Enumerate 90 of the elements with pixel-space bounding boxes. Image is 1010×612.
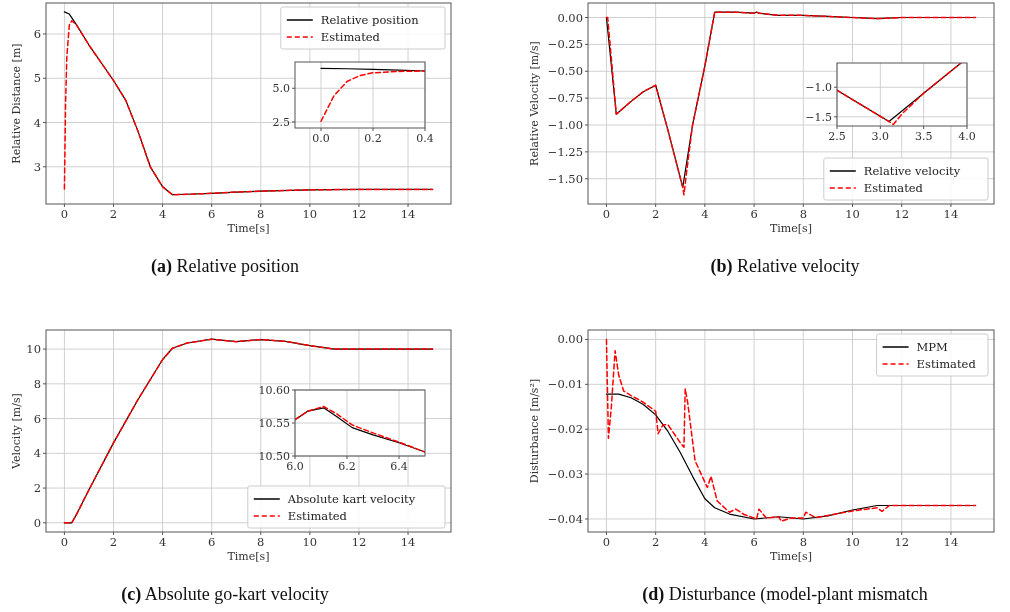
x-tick-label: 14	[400, 535, 416, 549]
y-tick-label: 5	[33, 71, 41, 86]
y-tick-label: −0.04	[547, 511, 583, 526]
text: (b) Relative velocity	[710, 256, 860, 277]
x-tick-label: 6	[750, 535, 758, 549]
x-tick-label: 2	[652, 207, 660, 221]
y-tick-label: 10.55	[258, 417, 290, 430]
y-tick-label: 5.0	[272, 82, 290, 96]
line-series	[320, 70, 425, 123]
x-tick-label: 6.0	[286, 460, 304, 473]
x-tick-label: 4	[158, 207, 167, 221]
y-tick-label: −1.0	[805, 81, 832, 95]
y-tick-label: 3	[33, 159, 41, 174]
x-tick-label: 2	[109, 535, 118, 549]
x-tick-label: 14	[943, 535, 959, 549]
legend-label: Relative velocity	[863, 164, 961, 178]
x-tick-label: 10	[302, 535, 318, 549]
legend-label: Relative position	[320, 13, 420, 27]
y-tick-label: −1.50	[547, 171, 583, 186]
x-axis-title: Time[s]	[227, 222, 270, 235]
text: (a) Relative position	[151, 256, 299, 277]
y-tick-label: −1.25	[547, 144, 583, 159]
x-axis-title: Time[s]	[769, 550, 813, 563]
x-tick-label: 0	[602, 207, 611, 221]
y-tick-label: 6	[33, 411, 41, 426]
y-tick-label: −0.03	[547, 467, 583, 482]
y-tick-label: 0	[33, 515, 41, 530]
y-axis-title: Disturbance [m/s²]	[528, 378, 541, 484]
x-tick-label: 0	[60, 535, 69, 549]
x-tick-label: 0.4	[416, 132, 434, 145]
legend-label: MPM	[916, 340, 949, 354]
x-axis-title: Time[s]	[227, 550, 270, 563]
x-tick-label: 6.4	[390, 460, 408, 473]
y-tick-label: 2.5	[272, 115, 290, 129]
y-tick-label: −0.75	[547, 91, 583, 106]
y-axis-title: Relative Velocity [m/s]	[528, 41, 541, 166]
y-tick-label: −0.50	[547, 64, 583, 79]
y-tick-label: −0.25	[547, 37, 583, 52]
y-tick-label: 2	[33, 481, 41, 496]
y-tick-label: 0.00	[557, 10, 583, 25]
x-tick-label: 6	[208, 207, 216, 221]
line-series	[605, 338, 977, 522]
x-tick-label: 6	[750, 207, 758, 221]
x-tick-label: 4.0	[958, 130, 976, 143]
x-tick-label: 0.2	[364, 132, 382, 145]
x-tick-label: 0.0	[312, 132, 330, 145]
x-tick-label: 2	[652, 535, 660, 549]
x-tick-label: 0	[602, 535, 611, 549]
legend-label: Estimated	[863, 181, 924, 195]
y-tick-label: −1.5	[805, 110, 832, 124]
legend-label: Estimated	[320, 30, 381, 44]
y-tick-label: −0.02	[547, 422, 583, 437]
y-axis-title: Relative Distance [m]	[10, 43, 23, 164]
x-tick-label: 10	[302, 207, 318, 221]
y-tick-label: 10	[26, 342, 41, 357]
x-tick-label: 12	[351, 207, 367, 221]
x-tick-label: 10	[845, 535, 860, 549]
x-tick-label: 0	[60, 207, 69, 221]
x-tick-label: 2.5	[828, 130, 846, 143]
x-tick-label: 12	[351, 535, 367, 549]
y-tick-label: 10.60	[258, 384, 290, 397]
x-tick-label: 12	[894, 535, 910, 549]
y-axis-title: Velocity [m/s]	[10, 393, 23, 470]
text: (c) Absolute go-kart velocity	[121, 584, 329, 605]
legend-label: Absolute kart velocity	[286, 492, 416, 506]
y-tick-label: 0.00	[557, 332, 583, 347]
y-tick-label: 4	[33, 115, 41, 130]
x-tick-label: 4	[158, 535, 167, 549]
x-tick-label: 10	[845, 207, 860, 221]
x-tick-label: 4	[701, 207, 709, 221]
y-tick-label: −0.01	[547, 377, 583, 392]
x-tick-label: 6	[208, 535, 216, 549]
y-tick-label: 8	[33, 376, 41, 391]
y-tick-label: 6	[33, 26, 41, 41]
line-series	[63, 338, 434, 524]
text: (d) Disturbance (model-plant mismatch	[642, 584, 928, 605]
x-tick-label: 12	[894, 207, 910, 221]
x-tick-label: 6.2	[338, 460, 356, 473]
y-tick-label: −1.00	[547, 118, 583, 132]
y-tick-label: 4	[33, 446, 41, 461]
x-tick-label: 14	[400, 207, 416, 221]
x-axis-title: Time[s]	[769, 222, 813, 235]
x-tick-label: 3.0	[871, 130, 890, 143]
y-tick-label: 10.50	[258, 450, 290, 463]
legend-label: Estimated	[287, 509, 348, 523]
x-tick-label: 2	[109, 207, 118, 221]
x-tick-label: 3.5	[914, 130, 933, 143]
x-tick-label: 4	[701, 535, 709, 549]
legend-label: Estimated	[916, 357, 977, 371]
x-tick-label: 14	[943, 207, 959, 221]
